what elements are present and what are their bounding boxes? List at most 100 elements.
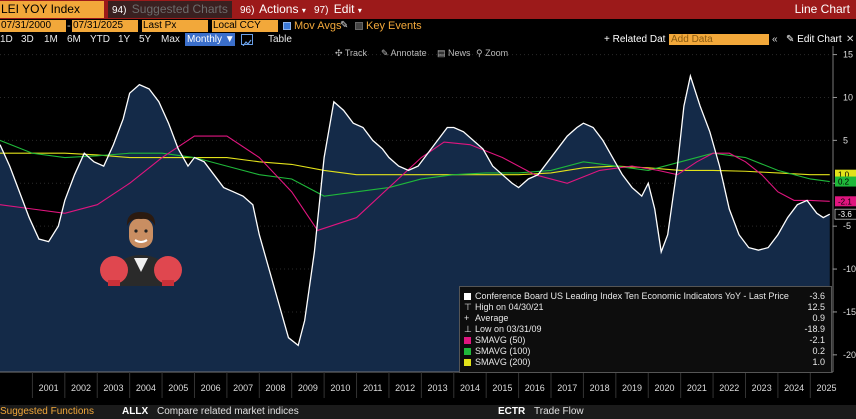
x-tick-label: 2021 xyxy=(687,383,707,393)
edit-menu[interactable]: 97) Edit ▾ xyxy=(310,1,366,18)
legend-low-value: -18.9 xyxy=(804,324,825,334)
x-tick-label: 2013 xyxy=(428,383,448,393)
news-label: News xyxy=(448,48,471,58)
period-max[interactable]: Max xyxy=(161,34,180,45)
allx-description[interactable]: Compare related market indices xyxy=(157,406,299,417)
date-separator: - xyxy=(67,20,71,32)
suggested-charts-button[interactable]: 94) Suggested Charts xyxy=(108,1,232,18)
low-marker-icon: ⊥ xyxy=(464,324,472,334)
chart-type-title: Line Chart xyxy=(794,2,850,16)
ectr-function-link[interactable]: ECTR xyxy=(498,406,526,417)
collapse-arrows-icon[interactable]: « xyxy=(772,34,778,45)
period-5y[interactable]: 5Y xyxy=(139,34,152,45)
zoom-tool[interactable]: ⚲ Zoom xyxy=(476,47,508,59)
period-1m[interactable]: 1M xyxy=(44,34,58,45)
legend-sma50-swatch xyxy=(464,337,471,344)
x-tick-label: 2024 xyxy=(784,383,804,393)
ticker-field[interactable]: LEI YOY Index xyxy=(0,1,104,18)
x-tick-label: 2007 xyxy=(233,383,253,393)
x-tick-label: 2010 xyxy=(330,383,350,393)
last-value-tag-box xyxy=(835,176,856,187)
x-tick-label: 2023 xyxy=(752,383,772,393)
edit-chart-button[interactable]: ✎ Edit Chart xyxy=(786,33,842,46)
legend-sma200[interactable]: SMAVG (200) xyxy=(464,357,530,367)
caret-down-icon: ▾ xyxy=(301,6,306,15)
chart-style-icon[interactable] xyxy=(241,34,253,47)
legend-sma50-label: SMAVG (50) xyxy=(475,335,526,345)
legend-sma50-value: -2.1 xyxy=(809,335,825,345)
legend-average-label: Average xyxy=(475,313,509,323)
track-tool[interactable]: ✣ Track xyxy=(335,47,367,59)
average-marker-icon: + xyxy=(464,313,470,323)
suggested-charts-label: Suggested Charts xyxy=(131,2,228,16)
chart-controls-row: 07/31/2000 - 07/31/2025 Last Px Local CC… xyxy=(0,19,856,33)
field-select[interactable]: Last Px xyxy=(142,20,208,32)
period-3d[interactable]: 3D xyxy=(21,34,34,45)
crosshair-icon: ✣ xyxy=(335,48,345,58)
x-tick-label: 2019 xyxy=(622,383,642,393)
x-tick-label: 2015 xyxy=(492,383,512,393)
legend-sma100[interactable]: SMAVG (100) xyxy=(464,346,530,356)
actions-number: 96) xyxy=(240,5,255,16)
annotate-tool[interactable]: ✎ Annotate xyxy=(381,47,427,59)
last-value-tag-label: 0.2 xyxy=(838,178,850,187)
add-data-input[interactable]: Add Data xyxy=(669,34,769,45)
actions-menu[interactable]: 96) Actions ▾ xyxy=(236,1,310,18)
legend-average: + Average xyxy=(464,313,508,323)
key-events-checkbox[interactable] xyxy=(355,22,363,30)
legend-sma200-label: SMAVG (200) xyxy=(475,357,531,367)
y-tick-label: -15 xyxy=(843,307,856,317)
pencil-icon[interactable]: ✎ xyxy=(340,20,349,31)
suggested-functions-bar: Suggested Functions ALLX Compare related… xyxy=(0,405,856,419)
last-value-tag-box xyxy=(834,208,856,220)
annotate-label: Annotate xyxy=(390,48,427,58)
period-6m[interactable]: 6M xyxy=(67,34,81,45)
series-line-sma100 xyxy=(0,139,830,197)
edit-chart-label: Edit Chart xyxy=(797,34,842,45)
x-tick-label: 2008 xyxy=(265,383,285,393)
y-tick-label: -20 xyxy=(843,350,856,360)
x-tick-label: 2001 xyxy=(39,383,59,393)
allx-function-link[interactable]: ALLX xyxy=(122,406,149,417)
related-data-button[interactable]: + Related Dat xyxy=(604,34,666,45)
high-marker-icon: ⊤ xyxy=(464,302,472,312)
suggested-charts-number: 94) xyxy=(112,5,127,16)
period-1y[interactable]: 1Y xyxy=(118,34,131,45)
x-tick-label: 2009 xyxy=(298,383,318,393)
frequency-select[interactable]: Monthly ▼ xyxy=(185,33,235,46)
key-events-label: Key Events xyxy=(366,20,422,32)
legend-high-value: 12.5 xyxy=(807,302,825,312)
table-button[interactable]: Table xyxy=(268,34,292,45)
x-tick-label: 2025 xyxy=(817,383,837,393)
close-icon[interactable]: ✕ xyxy=(846,34,855,45)
edit-number: 97) xyxy=(314,5,329,16)
news-icon: ▤ xyxy=(437,48,449,58)
mov-avgs-checkbox[interactable] xyxy=(283,22,291,30)
legend-sma50[interactable]: SMAVG (50) xyxy=(464,335,525,345)
chart-area[interactable]: 151050-5-10-15-201.00.2-2.1-3.6200120022… xyxy=(0,46,856,398)
last-value-tag-box xyxy=(835,169,856,180)
actions-label: Actions xyxy=(259,2,299,16)
pencil-icon: ✎ xyxy=(381,48,391,58)
legend-main-label: Conference Board US Leading Index Ten Ec… xyxy=(475,291,789,301)
boxer-avatar xyxy=(100,212,182,286)
series-line-main xyxy=(0,73,831,347)
legend-average-value: 0.9 xyxy=(812,313,825,323)
legend-sma100-value: 0.2 xyxy=(812,346,825,356)
x-tick-label: 2020 xyxy=(654,383,674,393)
currency-select[interactable]: Local CCY xyxy=(212,20,278,32)
legend-low: ⊥ Low on 03/31/09 xyxy=(464,324,542,334)
period-1d[interactable]: 1D xyxy=(0,34,13,45)
legend-main-swatch xyxy=(464,293,471,300)
news-tool[interactable]: ▤ News xyxy=(437,47,471,59)
ectr-description[interactable]: Trade Flow xyxy=(534,406,584,417)
x-tick-label: 2006 xyxy=(201,383,221,393)
start-date-input[interactable]: 07/31/2000 xyxy=(0,20,66,32)
period-ytd[interactable]: YTD xyxy=(90,34,110,45)
caret-down-icon: ▼ xyxy=(224,34,235,45)
x-tick-label: 2018 xyxy=(590,383,610,393)
end-date-input[interactable]: 07/31/2025 xyxy=(72,20,138,32)
pencil-icon: ✎ xyxy=(786,34,798,45)
series-line-sma200 xyxy=(0,152,830,176)
legend-main-series[interactable]: Conference Board US Leading Index Ten Ec… xyxy=(464,291,789,301)
